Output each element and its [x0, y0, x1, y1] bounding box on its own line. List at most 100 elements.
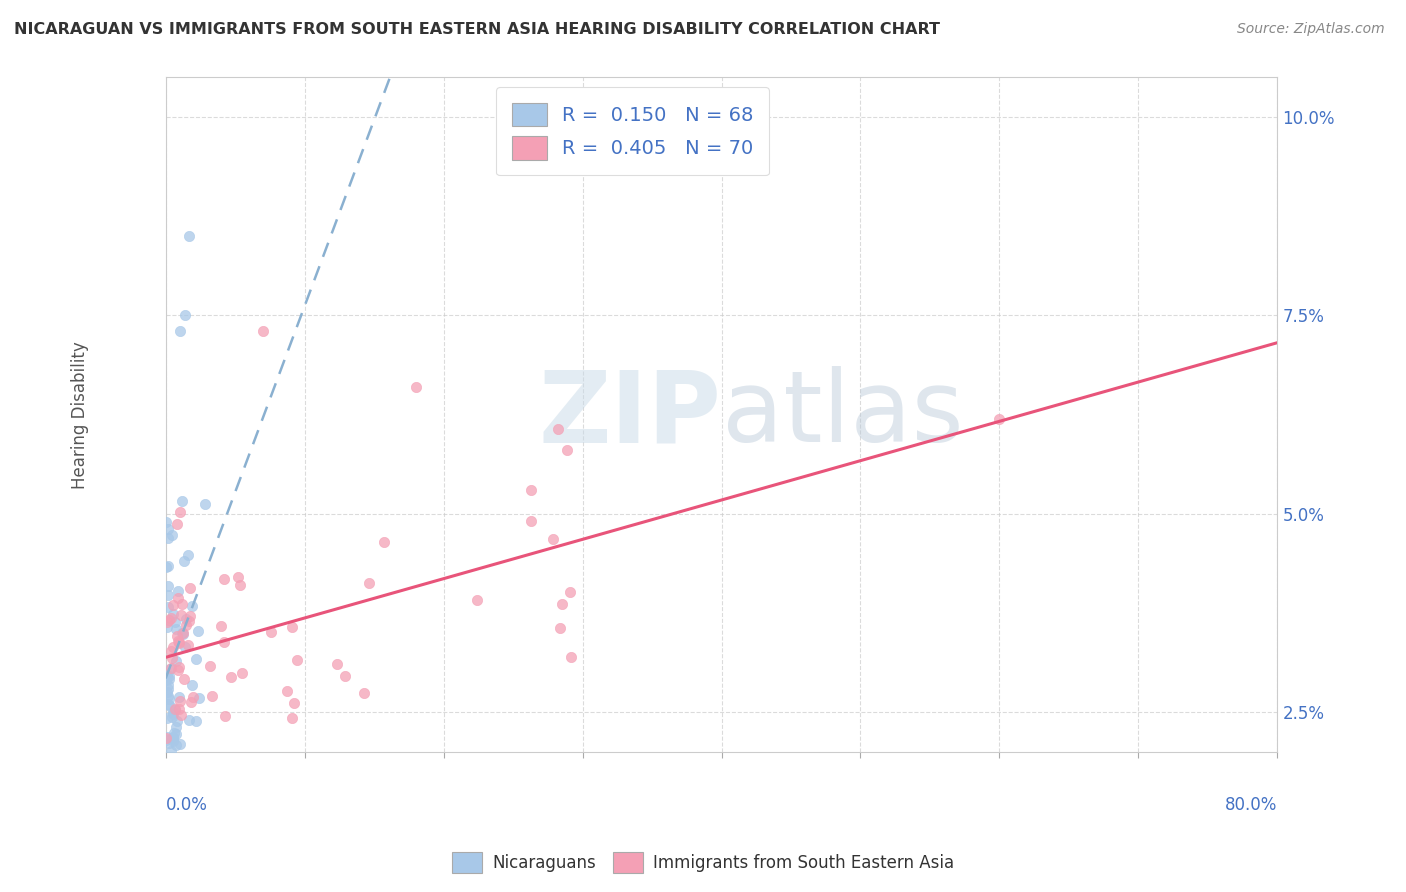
Point: [169, 694, 191, 708]
Point: [184, 714, 207, 728]
Point: [166, 664, 188, 678]
Point: [165, 654, 187, 668]
Point: [169, 761, 191, 775]
Point: [177, 638, 200, 652]
Point: [174, 618, 197, 632]
Point: [465, 593, 488, 607]
Point: [231, 666, 253, 681]
Point: [162, 731, 184, 745]
Point: [160, 528, 183, 542]
Point: [156, 588, 179, 602]
Point: [169, 505, 191, 519]
Point: [558, 584, 581, 599]
Point: [170, 494, 193, 508]
Point: [155, 673, 177, 687]
Point: [162, 734, 184, 748]
Point: [170, 607, 193, 622]
Point: [157, 736, 180, 750]
Point: [155, 515, 177, 529]
Point: [219, 670, 242, 684]
Point: [169, 690, 191, 704]
Point: [160, 611, 183, 625]
Legend: Nicaraguans, Immigrants from South Eastern Asia: Nicaraguans, Immigrants from South Easte…: [446, 846, 960, 880]
Point: [167, 634, 190, 648]
Point: [326, 657, 349, 672]
Point: [169, 324, 191, 338]
Point: [252, 324, 274, 338]
Point: [173, 554, 195, 568]
Point: [173, 672, 195, 686]
Text: NICARAGUAN VS IMMIGRANTS FROM SOUTH EASTERN ASIA HEARING DISABILITY CORRELATION : NICARAGUAN VS IMMIGRANTS FROM SOUTH EAST…: [14, 22, 941, 37]
Point: [156, 711, 179, 725]
Point: [188, 691, 211, 706]
Point: [167, 660, 190, 674]
Point: [181, 599, 204, 613]
Point: [276, 684, 298, 698]
Point: [155, 733, 177, 747]
Point: [163, 726, 186, 740]
Point: [157, 613, 180, 627]
Point: [156, 620, 179, 634]
Point: [162, 640, 184, 654]
Point: [155, 731, 177, 746]
Point: [520, 515, 543, 529]
Point: [281, 620, 304, 634]
Text: 80.0%: 80.0%: [1225, 796, 1278, 814]
Point: [551, 597, 574, 611]
Point: [157, 681, 180, 696]
Point: [156, 730, 179, 744]
Point: [177, 549, 200, 563]
Point: [179, 581, 201, 595]
Point: [260, 624, 283, 639]
Point: [162, 607, 184, 622]
Point: [214, 635, 236, 649]
Point: [180, 695, 202, 709]
Point: [176, 612, 198, 626]
Point: [165, 738, 187, 752]
Point: [163, 703, 186, 717]
Point: [156, 678, 179, 692]
Text: atlas: atlas: [721, 367, 963, 463]
Point: [214, 708, 236, 723]
Point: [159, 698, 181, 713]
Point: [170, 707, 193, 722]
Point: [167, 761, 190, 775]
Point: [285, 652, 308, 666]
Point: [162, 599, 184, 613]
Point: [172, 761, 194, 775]
Point: [157, 579, 180, 593]
Point: [181, 690, 204, 704]
Point: [547, 422, 569, 436]
Point: [156, 522, 179, 536]
Point: [281, 711, 304, 725]
Point: [162, 705, 184, 719]
Point: [155, 560, 177, 574]
Text: Source: ZipAtlas.com: Source: ZipAtlas.com: [1237, 22, 1385, 37]
Point: [160, 709, 183, 723]
Point: [167, 634, 190, 648]
Point: [166, 516, 188, 531]
Point: [172, 627, 194, 641]
Point: [167, 583, 190, 598]
Point: [156, 685, 179, 699]
Point: [187, 624, 209, 639]
Point: [179, 714, 201, 728]
Point: [224, 756, 246, 771]
Point: [160, 744, 183, 758]
Point: [160, 761, 183, 775]
Point: [165, 720, 187, 734]
Point: [165, 622, 187, 636]
Point: [162, 730, 184, 744]
Point: [176, 752, 198, 766]
Point: [173, 625, 195, 640]
Point: [520, 483, 543, 497]
Text: ZIP: ZIP: [538, 367, 721, 463]
Point: [157, 669, 180, 683]
Point: [357, 576, 380, 591]
Point: [157, 692, 180, 706]
Point: [177, 614, 200, 628]
Point: [166, 629, 188, 643]
Point: [174, 309, 197, 323]
Point: [165, 727, 187, 741]
Point: [172, 626, 194, 640]
